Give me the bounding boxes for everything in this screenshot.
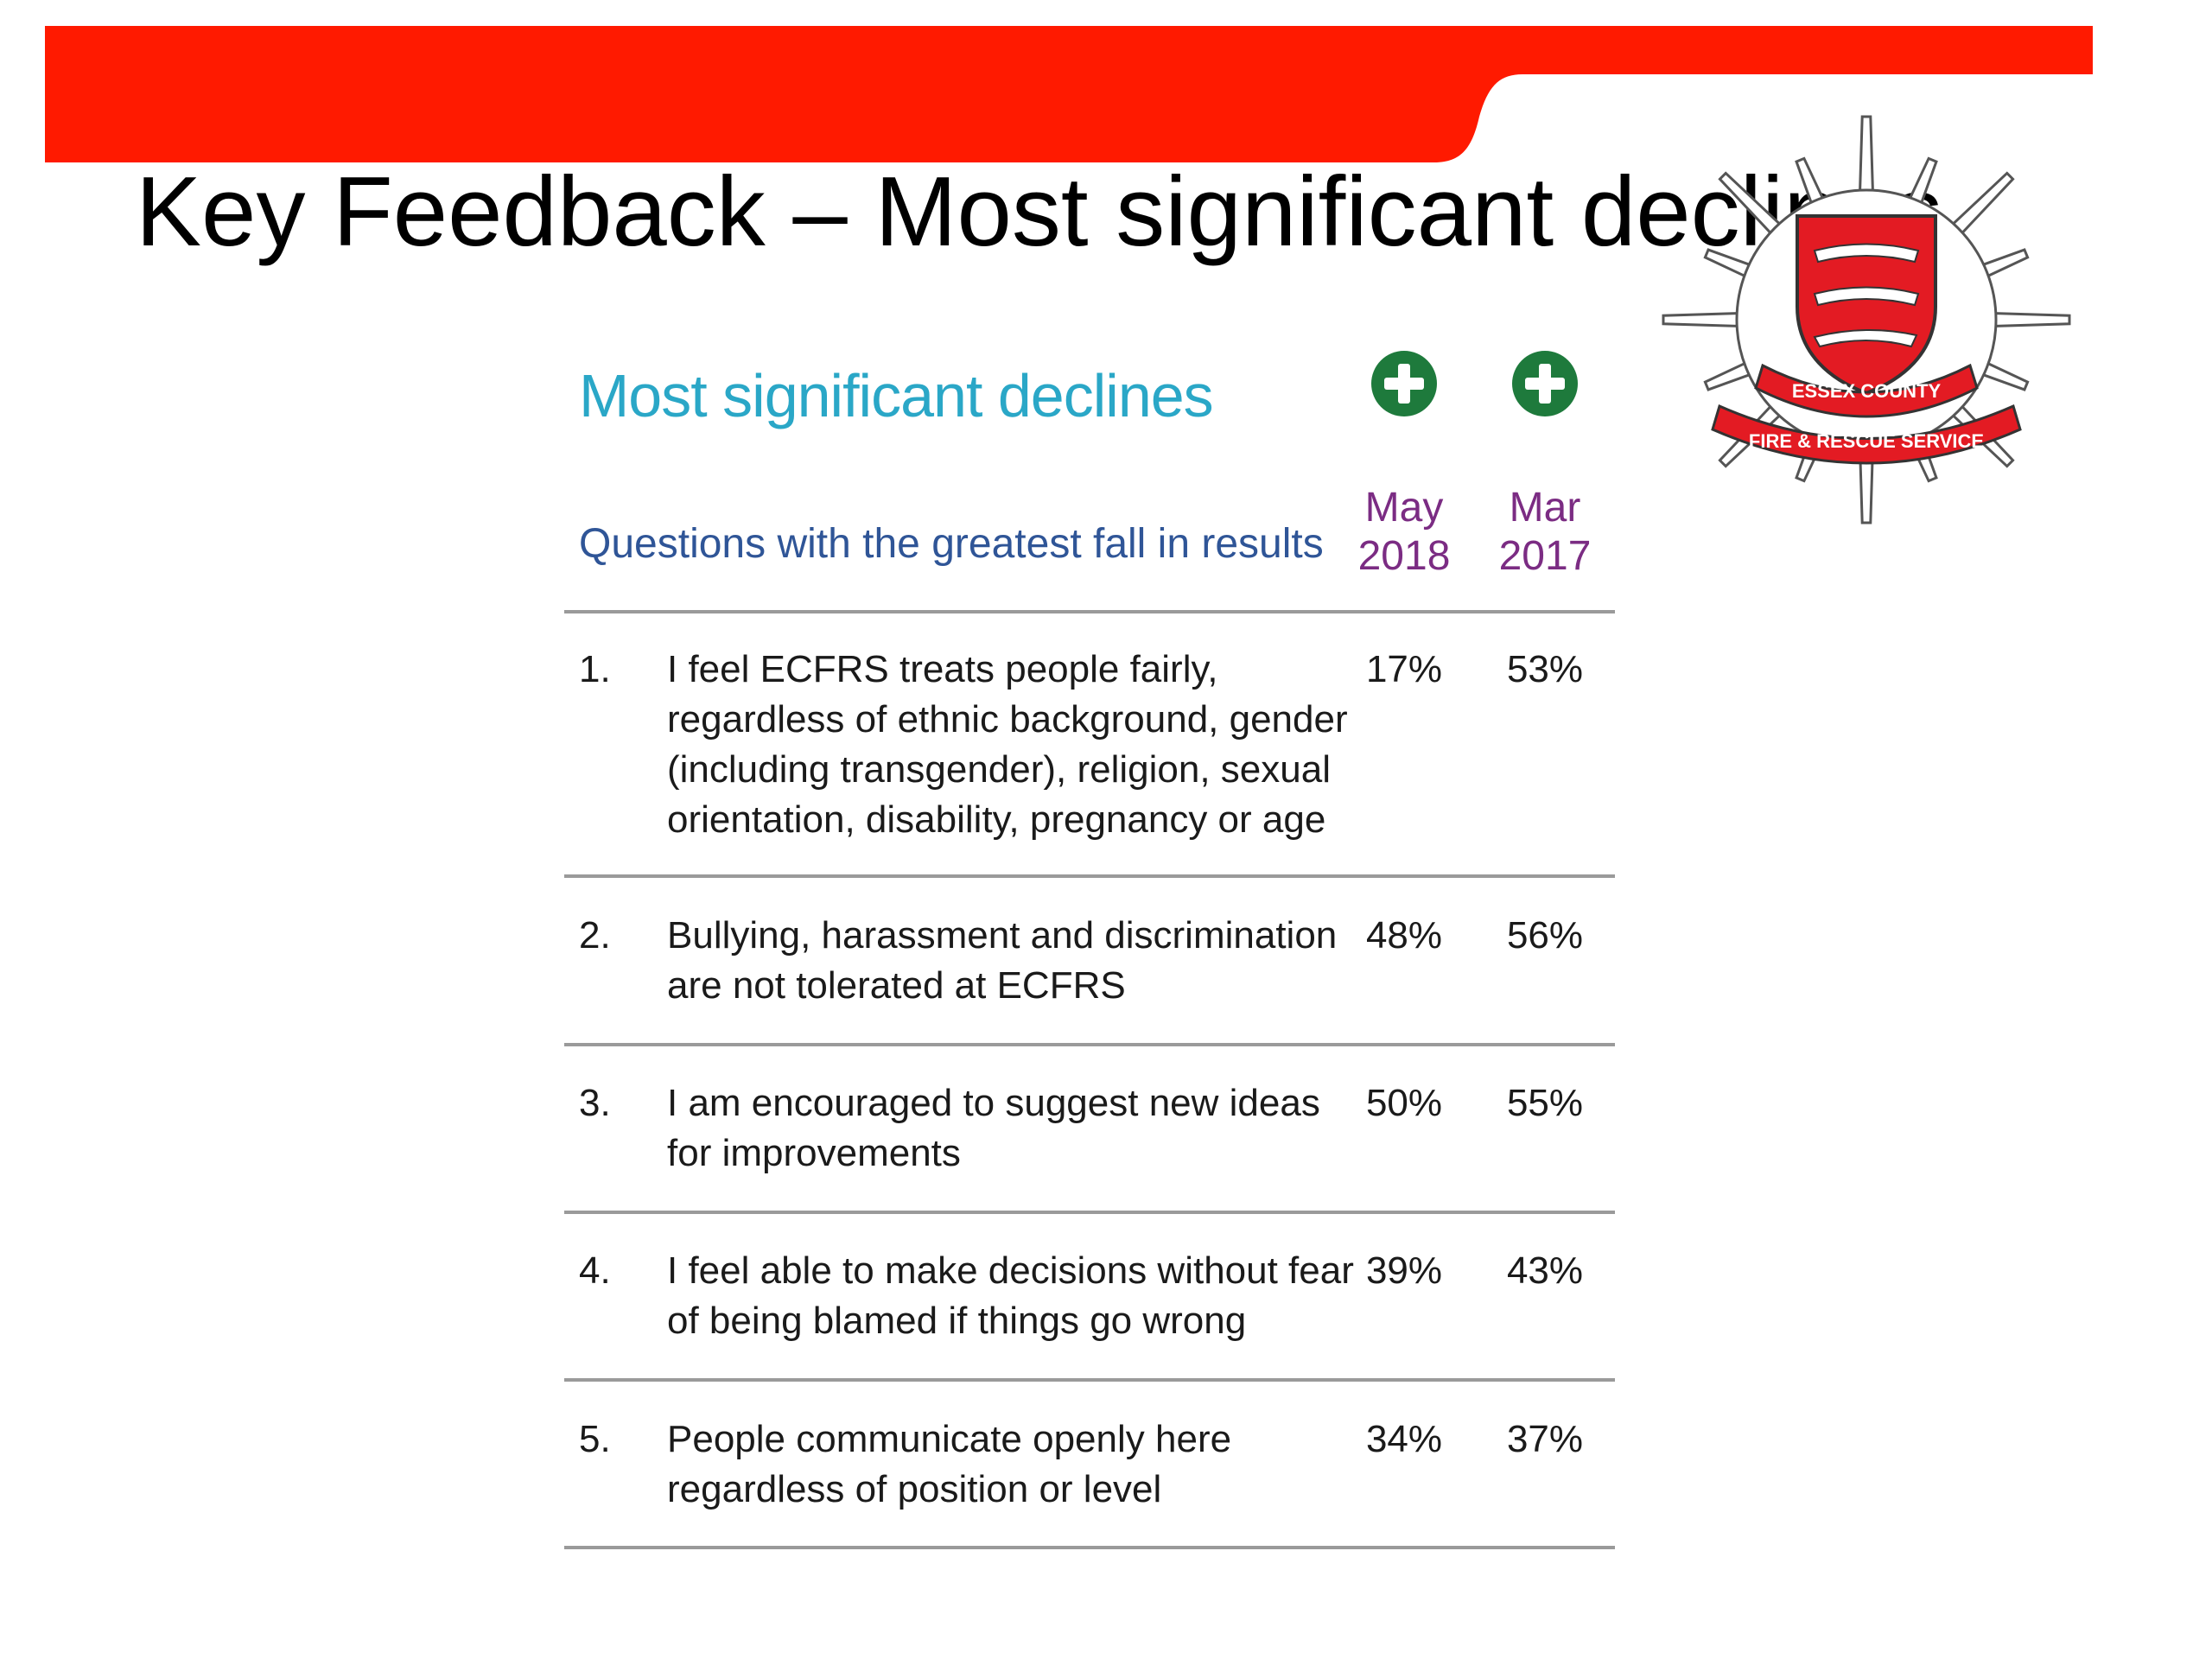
value-mar-2017: 55%	[1506, 1082, 1584, 1124]
column-header-line: Mar	[1509, 485, 1581, 531]
table-rule	[564, 1546, 1615, 1549]
value-may-2018: 34%	[1365, 1418, 1443, 1460]
table-rule	[564, 874, 1615, 878]
question-line: I feel ECFRS treats people fairly,	[667, 648, 1218, 690]
column-header-may-2018: May 2018	[1348, 484, 1460, 581]
crest-text-top: ESSEX COUNTY	[1792, 380, 1942, 402]
table-rule	[564, 610, 1615, 613]
row-question: I feel ECFRS treats people fairly, regar…	[667, 645, 1348, 845]
value-mar-2017: 43%	[1506, 1249, 1584, 1292]
slide-title: Key Feedback – Most significant declines	[136, 157, 1943, 267]
table-rule	[564, 1378, 1615, 1382]
plus-circle-icon	[1370, 349, 1439, 418]
column-header-line: 2018	[1357, 533, 1451, 579]
value-may-2018: 50%	[1365, 1082, 1443, 1124]
crest-text-bottom: FIRE & RESCUE SERVICE	[1749, 430, 1984, 452]
row-number: 5.	[579, 1418, 611, 1460]
lower-ribbon	[1711, 404, 2022, 465]
table-heading: Most significant declines	[579, 362, 1214, 429]
row-question: I feel able to make decisions without fe…	[667, 1246, 1354, 1346]
header-banner	[0, 0, 2212, 173]
question-line: (including transgender), religion, sexua…	[667, 748, 1331, 791]
value-may-2018: 48%	[1365, 914, 1443, 957]
question-line: regardless of position or level	[667, 1468, 1162, 1510]
row-question: I am encouraged to suggest new ideas for…	[667, 1078, 1320, 1179]
row-number: 3.	[579, 1082, 611, 1124]
value-may-2018: 39%	[1365, 1249, 1443, 1292]
ecfrs-crest-logo: ESSEX COUNTY FIRE & RESCUE SERVICE	[1642, 108, 2091, 531]
value-mar-2017: 37%	[1506, 1418, 1584, 1460]
row-number: 1.	[579, 648, 611, 690]
banner-shape	[45, 26, 2093, 162]
question-line: People communicate openly here	[667, 1418, 1232, 1460]
table-rule	[564, 1211, 1615, 1214]
value-mar-2017: 56%	[1506, 914, 1584, 957]
plus-circle-icon	[1510, 349, 1580, 418]
question-line: of being blamed if things go wrong	[667, 1300, 1247, 1342]
question-line: I feel able to make decisions without fe…	[667, 1249, 1354, 1292]
question-line: for improvements	[667, 1132, 961, 1174]
row-number: 2.	[579, 914, 611, 957]
row-number: 4.	[579, 1249, 611, 1292]
question-line: I am encouraged to suggest new ideas	[667, 1082, 1320, 1124]
row-question: People communicate openly here regardles…	[667, 1414, 1231, 1515]
table-subheading: Questions with the greatest fall in resu…	[579, 521, 1324, 567]
upper-ribbon	[1754, 363, 1979, 418]
question-line: orientation, disability, pregnancy or ag…	[667, 798, 1326, 841]
question-line: regardless of ethnic background, gender	[667, 698, 1348, 741]
row-question: Bullying, harassment and discrimination …	[667, 911, 1337, 1011]
column-header-line: 2017	[1498, 533, 1592, 579]
column-header-line: May	[1364, 485, 1444, 531]
question-line: are not tolerated at ECFRS	[667, 964, 1126, 1007]
column-header-mar-2017: Mar 2017	[1489, 484, 1601, 581]
table-rule	[564, 1043, 1615, 1046]
question-line: Bullying, harassment and discrimination	[667, 914, 1338, 957]
value-mar-2017: 53%	[1506, 648, 1584, 690]
value-may-2018: 17%	[1365, 648, 1443, 690]
